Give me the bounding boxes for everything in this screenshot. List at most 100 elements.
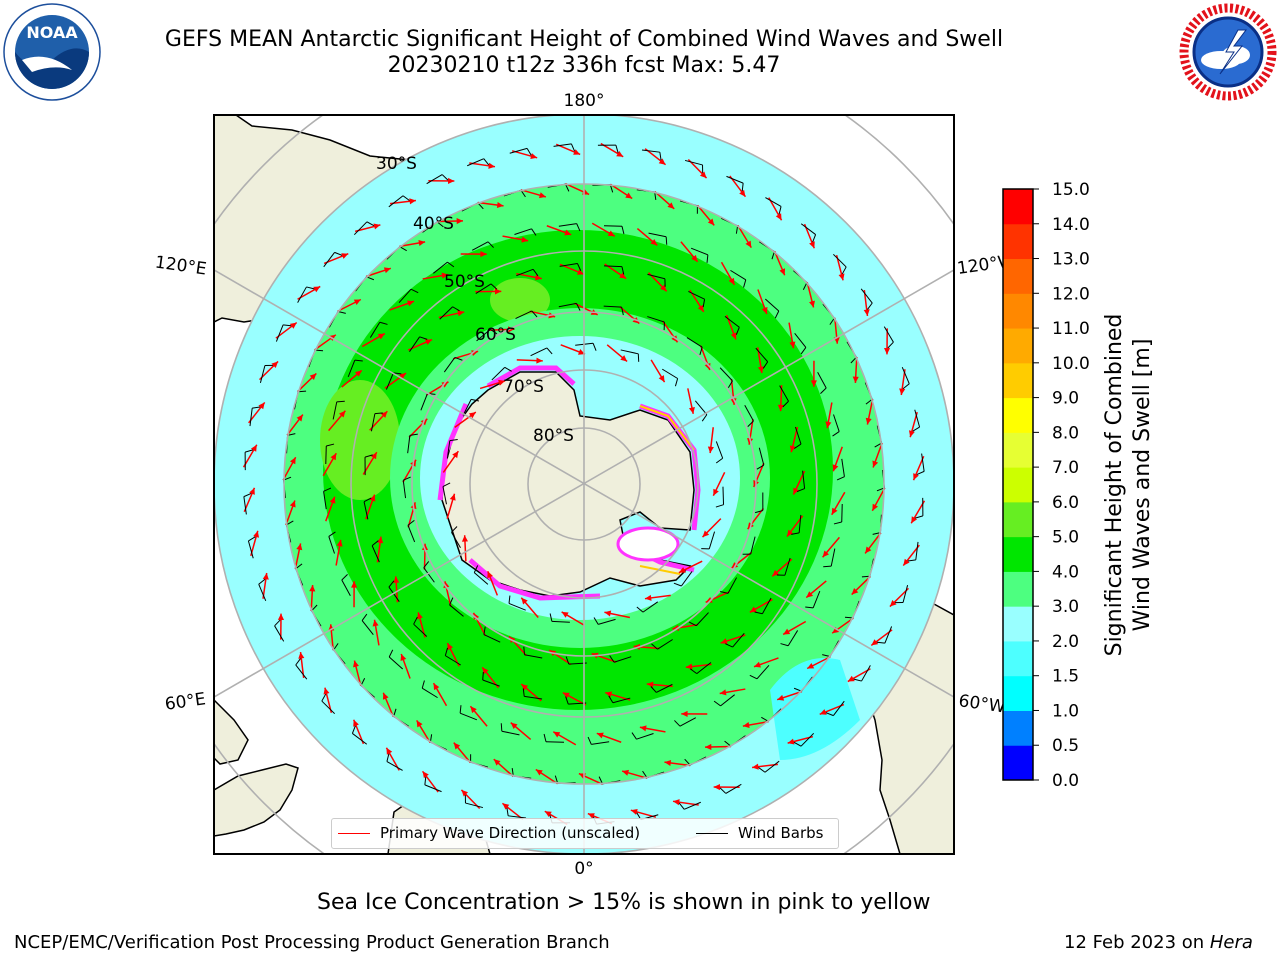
wind-barb (715, 486, 725, 508)
wind-barb (522, 688, 543, 700)
wind-barb (825, 700, 845, 717)
wind-barb (631, 732, 654, 740)
wind-barb (883, 326, 894, 349)
wave-arrow (297, 372, 317, 393)
wind-barb (421, 680, 438, 699)
colorbar-label-line2: Wind Waves and Swell [m] (1130, 339, 1155, 632)
lat-label-60s: 60°S (475, 325, 516, 345)
wave-arrow (535, 768, 558, 785)
colorbar-tick-label: 9.0 (1052, 389, 1079, 409)
wind-barb (361, 613, 374, 635)
colorbar-tick-label: 3.0 (1052, 597, 1079, 617)
wind-barb (325, 443, 335, 465)
wind-barb (719, 783, 742, 794)
wind-barb (603, 305, 624, 316)
wave-arrow (768, 197, 783, 221)
colorbar: 0.0 0.5 1.0 1.5 2.0 3.0 4.0 5.0 6.0 7.0 8.0 9.0 10.0… (1002, 180, 1090, 791)
wave-arrow (872, 442, 883, 468)
wind-barb (650, 683, 673, 693)
wind-barb (684, 159, 704, 173)
wave-arrow (865, 398, 874, 425)
wind-barb (587, 736, 610, 745)
wave-arrow (479, 379, 506, 390)
colorbar-segment (1003, 467, 1033, 503)
wave-arrow (365, 267, 392, 278)
colorbar-tick-label: 1.5 (1052, 667, 1079, 687)
wave-arrow (832, 446, 843, 472)
wave-arrow (883, 328, 891, 355)
wind-barb (776, 557, 791, 576)
wave-arrow (325, 496, 336, 522)
wind-barb (413, 616, 428, 637)
colorbar-segment (1003, 362, 1033, 399)
wave-arrow (385, 747, 400, 771)
wind-barb (426, 174, 449, 185)
wave-arrow (636, 228, 658, 246)
wave-arrow (399, 239, 426, 248)
wave-arrow (561, 611, 585, 626)
wave-arrow (630, 808, 657, 818)
wind-barb (483, 626, 501, 643)
wind-barb (800, 223, 817, 243)
wind-barb (508, 595, 526, 611)
wind-barb (491, 366, 512, 381)
wave-arrow (422, 272, 449, 280)
wind-barb (673, 571, 693, 587)
wind-barb (754, 597, 772, 615)
wind-barb (558, 223, 581, 232)
svg-text:NOAA: NOAA (26, 23, 78, 42)
wind-barb (444, 647, 461, 666)
wave-arrow (810, 360, 817, 387)
wave-arrow (493, 758, 514, 777)
wave-arrow (644, 148, 667, 166)
wave-arrow (297, 285, 321, 300)
wave-arrow (469, 705, 488, 727)
wave-arrow (510, 722, 532, 740)
wind-barb (836, 458, 845, 481)
wave-arrow (912, 455, 925, 481)
colorbar-tick-label: 14.0 (1052, 215, 1090, 235)
wave-arrow (487, 570, 499, 596)
wind-barb (482, 672, 500, 687)
colorbar-tick-label: 8.0 (1052, 423, 1079, 443)
caption-sea-ice: Sea Ice Concentration > 15% is shown in … (317, 890, 931, 915)
wave-arrow (262, 572, 269, 599)
wave-arrow (309, 584, 316, 612)
wind-barb (388, 580, 400, 602)
footer-machine: Hera (1209, 932, 1253, 953)
wave-arrow (787, 735, 814, 745)
wave-arrow (752, 763, 778, 770)
wave-arrow (286, 414, 304, 436)
wind-barb (609, 655, 632, 663)
wind-barb (678, 801, 701, 810)
wave-arrow (243, 487, 256, 513)
wave-arrow (446, 493, 456, 519)
wave-arrow (870, 629, 893, 647)
wind-barb (323, 251, 343, 268)
footer-date: 12 Feb 2023 on (1064, 932, 1210, 953)
wave-arrow (502, 235, 529, 243)
colorbar-tick-label: 12.0 (1052, 284, 1090, 304)
lat-label-30s: 30°S (376, 154, 417, 174)
wind-barb (620, 349, 640, 362)
wind-barb (715, 441, 724, 464)
colorbar-tick-label: 15.0 (1052, 180, 1090, 200)
wave-arrow (644, 594, 671, 601)
wind-barb (694, 400, 708, 422)
wave-arrow (831, 491, 846, 516)
wind-barb (351, 725, 368, 745)
wave-arrow (720, 261, 736, 286)
wave-arrow (382, 692, 395, 718)
wind-barb (388, 649, 404, 670)
wind-barb (321, 693, 336, 715)
wind-barb (369, 321, 388, 338)
wind-barb (516, 268, 539, 277)
lat-label-70s: 70°S (503, 377, 544, 397)
noaa-logo: NOAA (3, 3, 101, 101)
wind-barb (688, 612, 709, 627)
wave-arrow (552, 731, 577, 746)
colorbar-tick-label: 6.0 (1052, 493, 1079, 513)
wave-arrow (520, 597, 539, 618)
wind-barb (353, 221, 375, 236)
